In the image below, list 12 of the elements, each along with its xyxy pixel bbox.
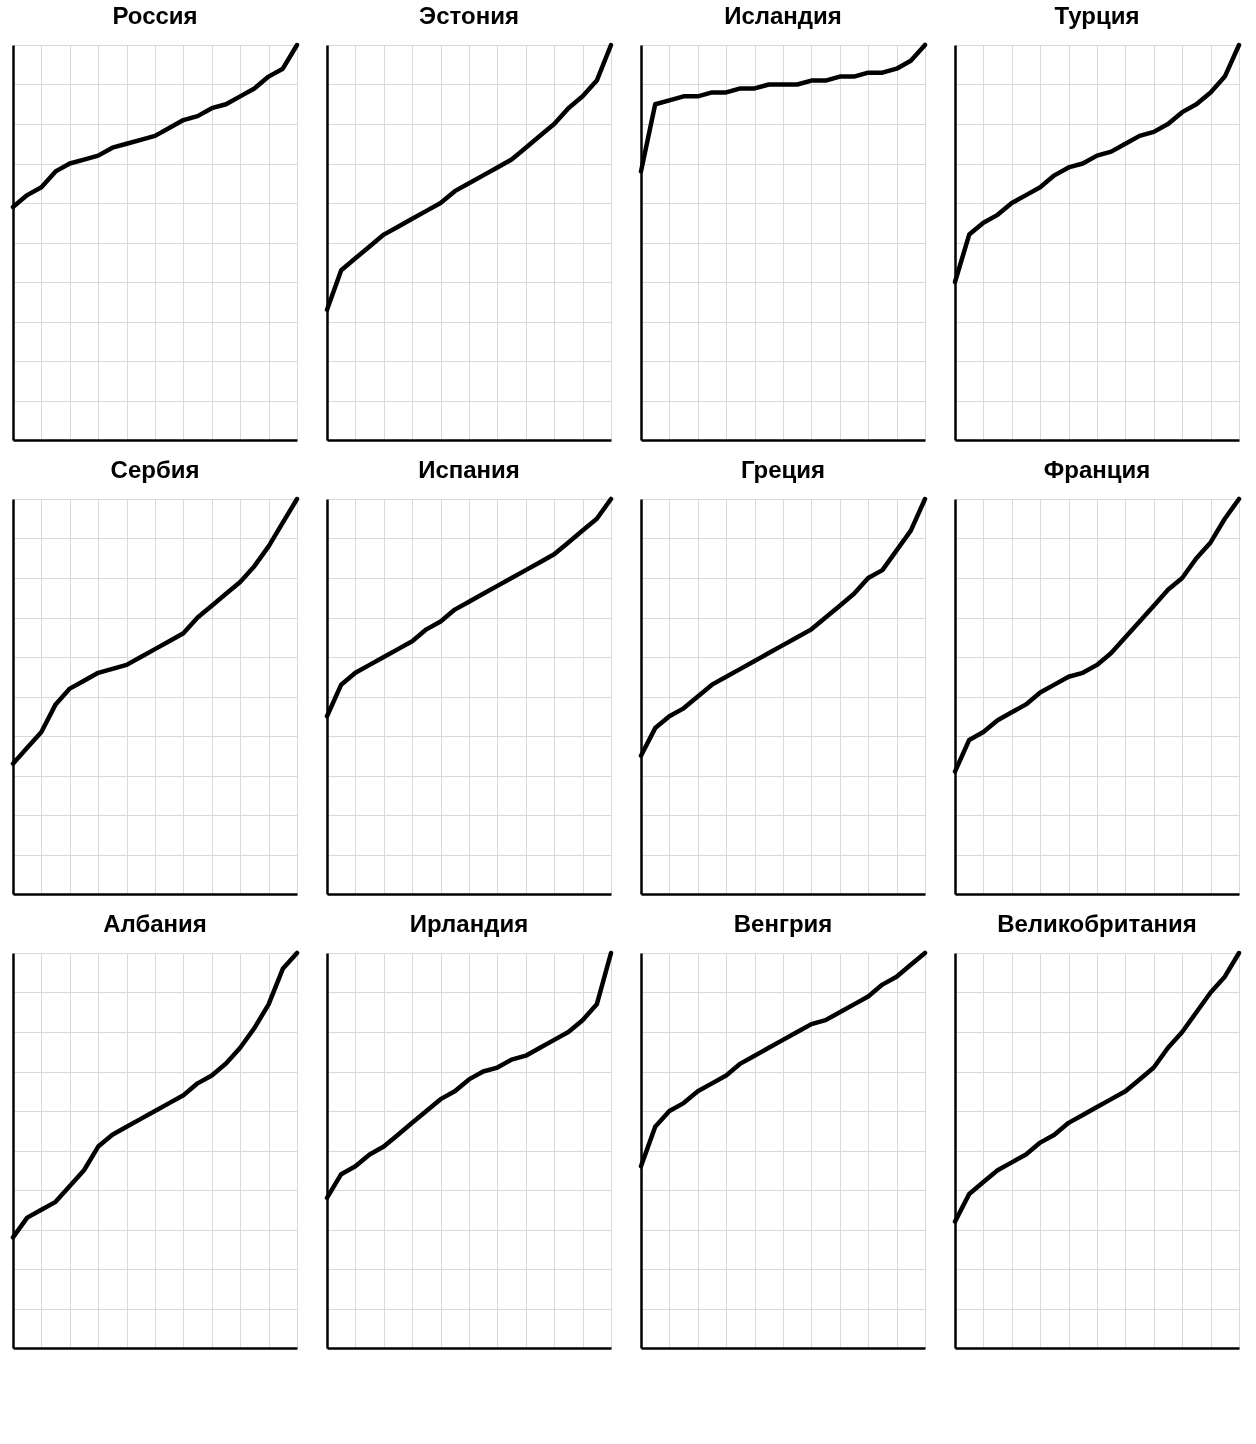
chart-title: Исландия: [724, 1, 842, 29]
chart-title: Россия: [112, 1, 198, 29]
chart-title: Франция: [1043, 455, 1151, 483]
chart-title: Албания: [103, 909, 207, 937]
chart-title: Турция: [1054, 1, 1140, 29]
chart-title: Ирландия: [409, 909, 529, 937]
chart-title: Эстония: [419, 1, 519, 29]
chart-title: Великобритания: [997, 909, 1197, 937]
chart-title: Греция: [740, 455, 826, 483]
chart-title: Венгрия: [733, 909, 833, 937]
chart-title: Испания: [418, 455, 520, 483]
chart-title: Сербия: [110, 455, 200, 483]
